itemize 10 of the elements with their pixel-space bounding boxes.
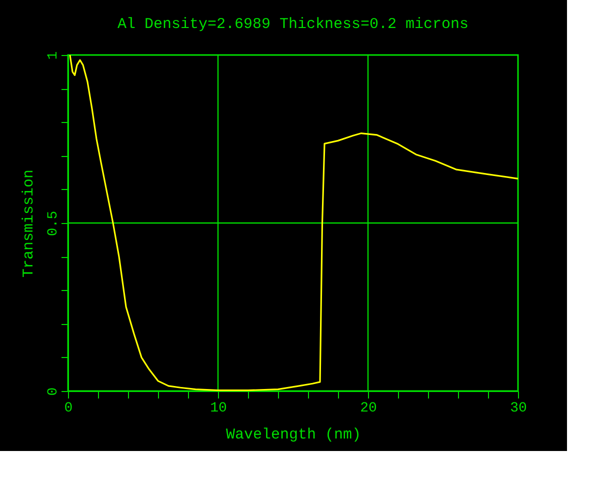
- chart-title: Al Density=2.6989 Thickness=0.2 microns: [117, 16, 469, 33]
- y-tick-label: 0.5: [46, 210, 62, 236]
- x-tick-label: 30: [510, 400, 527, 416]
- x-tick-label: 0: [64, 400, 73, 416]
- y-tick-label: 0: [46, 387, 62, 396]
- y-tick-label: 1: [46, 51, 62, 60]
- x-axis-title: Wavelength (nm): [226, 426, 362, 444]
- x-tick-label: 10: [210, 400, 227, 416]
- y-axis-title: Transmission: [20, 169, 38, 278]
- x-tick-label: 20: [360, 400, 377, 416]
